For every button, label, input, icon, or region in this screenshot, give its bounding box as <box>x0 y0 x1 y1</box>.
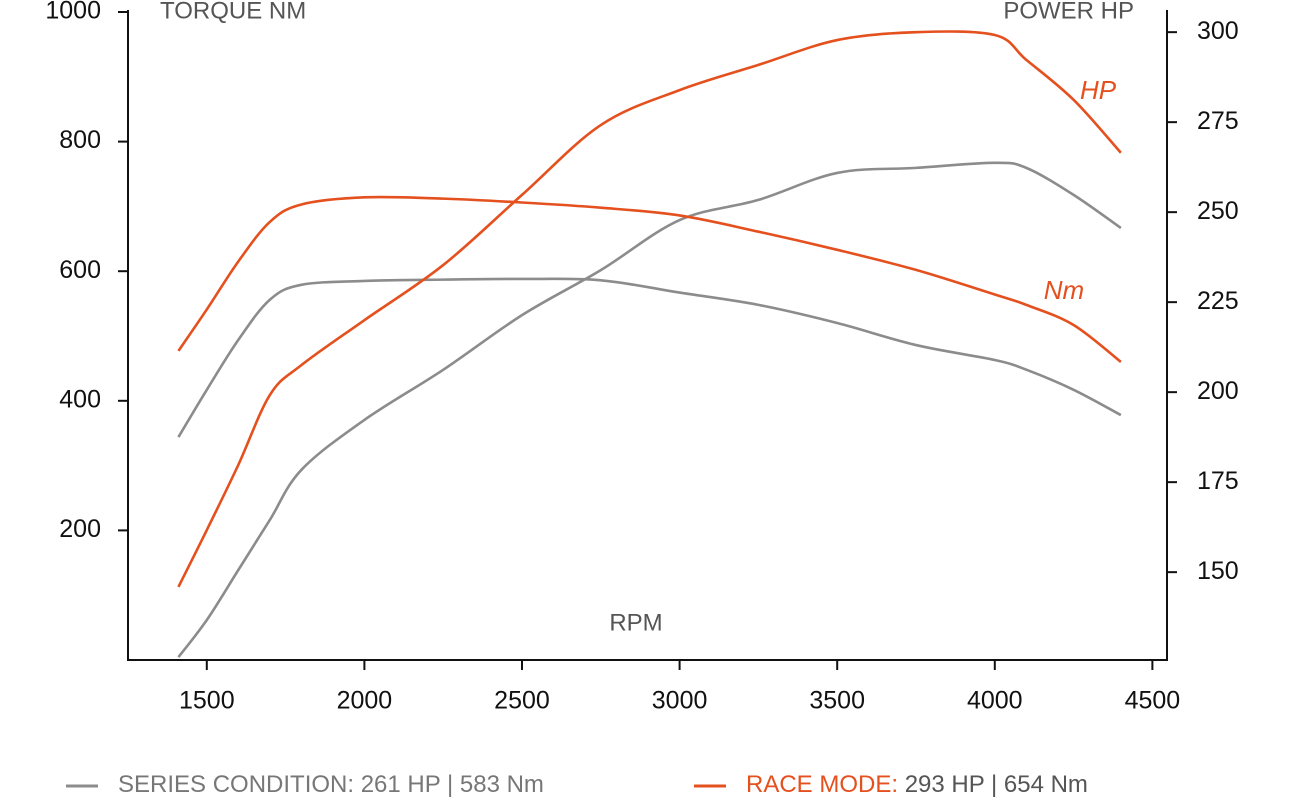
legend-label: RACE MODE: 293 HP | 654 Nm <box>746 771 1088 798</box>
y2-tick-label: 175 <box>1197 467 1239 495</box>
x-tick-label: 4000 <box>967 687 1023 715</box>
y2-tick-label: 150 <box>1197 557 1239 585</box>
series-annotation: HP <box>1080 75 1117 105</box>
y-tick-label: 600 <box>59 256 101 284</box>
legend-detail: 293 HP | 654 Nm <box>905 771 1088 798</box>
y-tick-label: 800 <box>59 126 101 154</box>
series-annotation: Nm <box>1044 275 1084 305</box>
y2-tick-label: 200 <box>1197 377 1239 405</box>
legend-label: SERIES CONDITION: 261 HP | 583 Nm <box>118 771 544 798</box>
x-tick-label: 2000 <box>337 687 393 715</box>
x-axis-title: RPM <box>609 609 662 636</box>
legend-item: RACE MODE: 293 HP | 654 Nm <box>694 771 1088 798</box>
x-tick-label: 4500 <box>1125 687 1181 715</box>
y2-axis-title: POWER HP <box>1003 0 1134 24</box>
y-tick-label: 1000 <box>45 0 101 25</box>
x-tick-label: 3000 <box>652 687 708 715</box>
y-tick-label: 400 <box>59 385 101 413</box>
x-tick-label: 1500 <box>179 687 235 715</box>
y-axis-title: TORQUE NM <box>160 0 306 24</box>
line-series <box>177 195 1122 363</box>
line-series <box>177 161 1122 658</box>
y2-tick-label: 300 <box>1197 17 1239 45</box>
y2-tick-label: 250 <box>1197 197 1239 225</box>
y2-tick-label: 275 <box>1197 107 1239 135</box>
legend-item: SERIES CONDITION: 261 HP | 583 Nm <box>66 771 544 798</box>
x-tick-label: 2500 <box>494 687 550 715</box>
y2-tick-label: 225 <box>1197 287 1239 315</box>
legend-name: RACE MODE: <box>746 771 898 798</box>
legend-name: SERIES CONDITION: <box>118 771 354 798</box>
line-series <box>177 30 1122 588</box>
line-series <box>177 277 1122 438</box>
y-tick-label: 200 <box>59 515 101 543</box>
legend-detail: 261 HP | 583 Nm <box>361 771 544 798</box>
x-tick-label: 3500 <box>809 687 865 715</box>
